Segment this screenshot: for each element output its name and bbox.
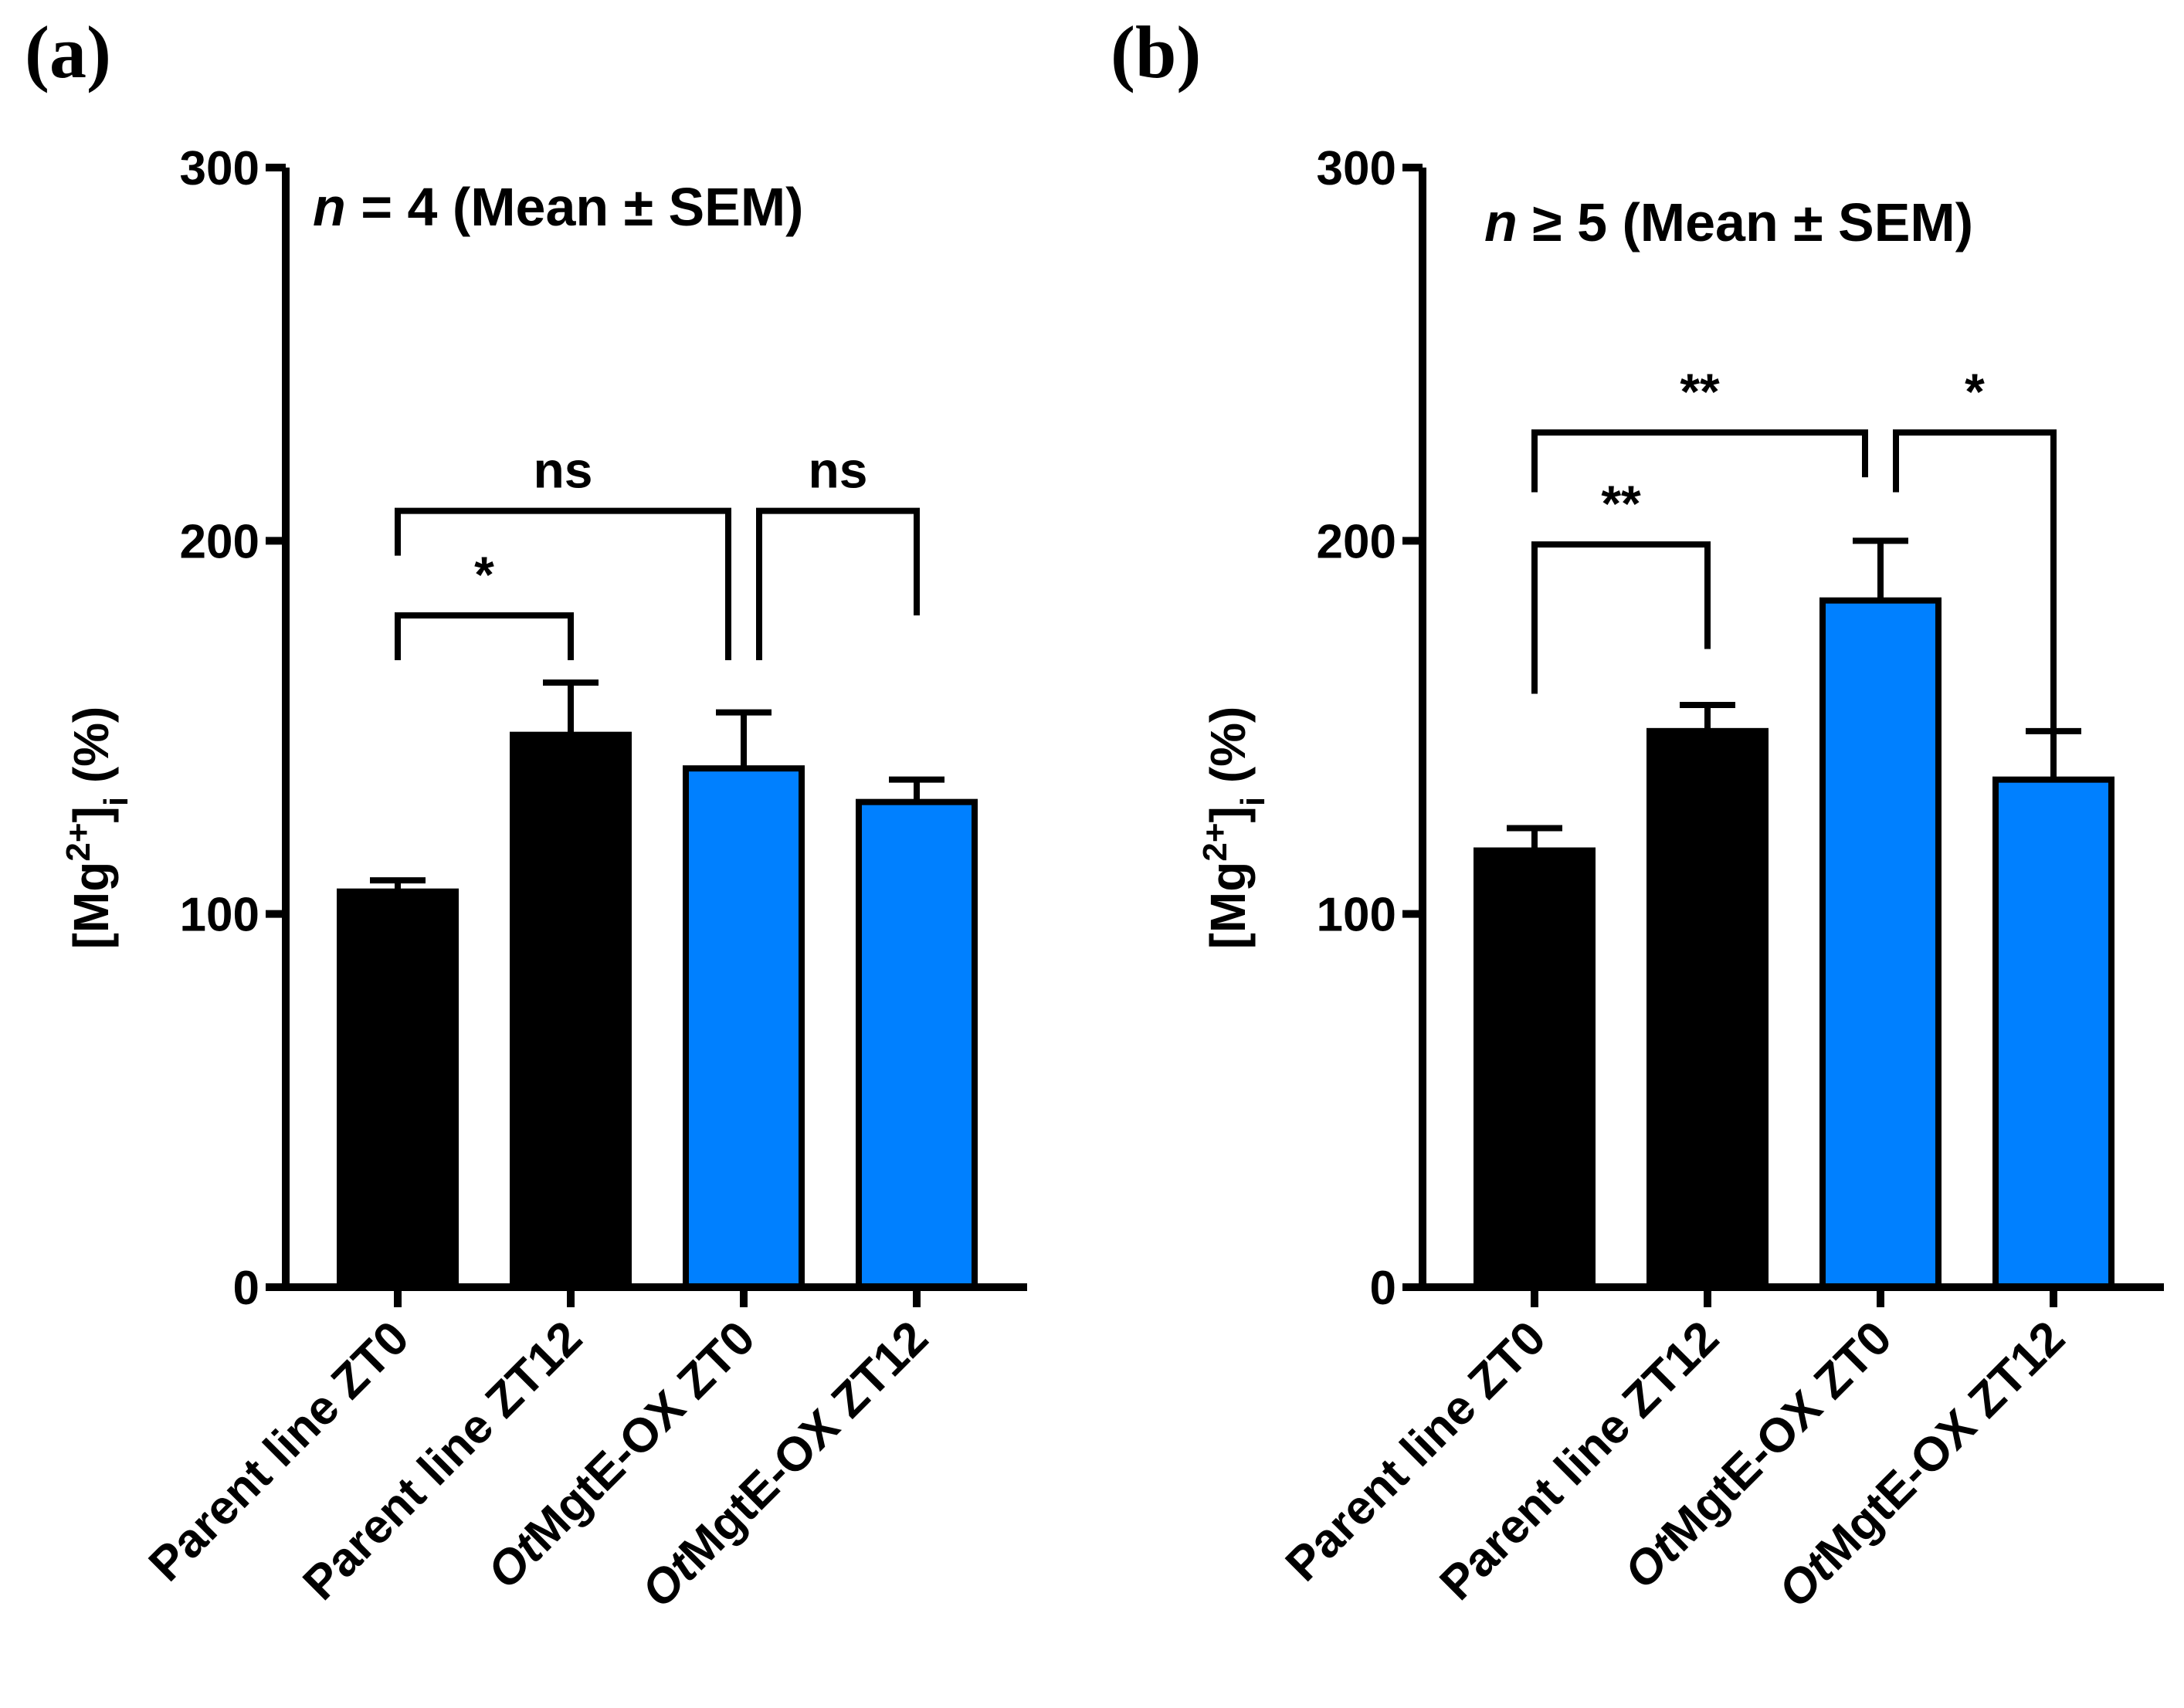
bar-1 [337,888,459,1290]
error-bar-2 [543,679,599,735]
significance-label-3: * [1965,363,1985,420]
error-bar-1 [1507,825,1562,851]
significance-bracket-1: ** [1531,475,1711,694]
error-bar-2 [1680,702,1735,731]
y-tick-label-300: 300 [1317,142,1396,195]
bar-3 [683,765,805,1290]
sample-size-annotation: n ≥ 5 (Mean ± SEM) [1484,192,1973,252]
significance-bracket-3: ns [756,442,920,660]
y-tick-label-300: 300 [180,142,259,195]
panel-label: (a) [25,11,111,93]
significance-label-1: ** [1601,475,1641,532]
bar-1 [1474,847,1596,1290]
significance-bracket-3: * [1893,363,2057,731]
y-tick-label-0: 0 [233,1262,259,1315]
significance-bracket-1: * [395,546,574,660]
y-tick-label-200: 200 [180,515,259,568]
error-bar-3 [1853,537,1908,601]
error-bar-4 [889,776,944,802]
error-bar-4 [2026,727,2081,780]
bar-4 [856,798,978,1290]
sample-size-annotation: n = 4 (Mean ± SEM) [313,177,803,237]
category-label-4: OtMgtE-OX ZT12 [632,1311,938,1618]
y-tick-label-0: 0 [1370,1262,1396,1315]
bar-3 [1819,597,1942,1290]
significance-bracket-2: ** [1531,363,1868,493]
y-axis-title: [Mg2+]i (%) [1196,707,1272,950]
significance-label-1: * [474,546,494,603]
error-bar-3 [716,709,772,769]
significance-label-3: ns [808,442,867,499]
y-tick-label-100: 100 [180,889,259,942]
bar-2 [510,731,632,1290]
bar-2 [1646,727,1769,1290]
y-tick-label-100: 100 [1317,889,1396,942]
significance-bracket-2: ns [395,442,731,660]
error-bar-1 [370,877,426,892]
y-axis-title: [Mg2+]i (%) [59,707,135,950]
significance-label-2: ** [1680,363,1720,420]
y-tick-label-200: 200 [1317,515,1396,568]
bar-4 [1992,776,2114,1290]
panel-label: (b) [1111,11,1201,93]
category-label-4: OtMgtE-OX ZT12 [1769,1311,2075,1618]
significance-label-2: ns [533,442,592,499]
